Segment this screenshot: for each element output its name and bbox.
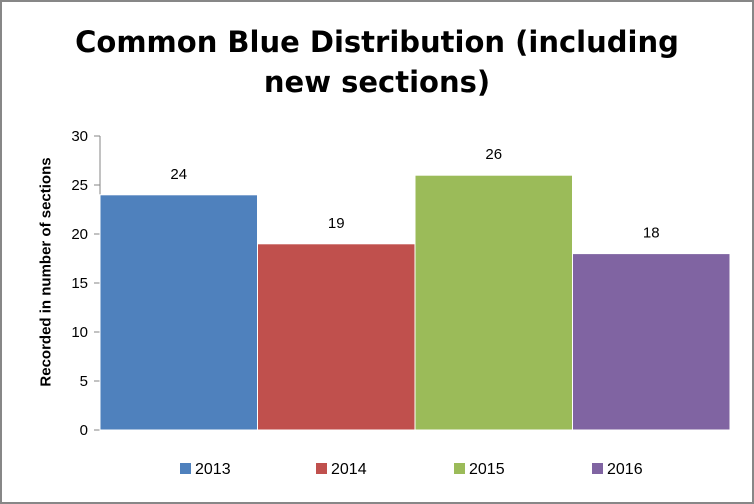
data-label-2016: 18	[643, 225, 660, 242]
y-tick-label: 30	[71, 128, 88, 145]
legend-label-2013: 2013	[195, 461, 231, 478]
y-tick-label: 15	[71, 275, 88, 292]
y-tick-label: 0	[80, 422, 88, 439]
bar-2013	[99, 194, 258, 431]
bar-2016	[572, 253, 731, 431]
y-tick-label: 5	[80, 373, 88, 390]
bar-2015	[414, 174, 573, 431]
y-tick-label: 25	[71, 177, 88, 194]
legend-label-2016: 2016	[607, 461, 643, 478]
legend-swatch-2016	[592, 463, 603, 474]
data-label-2013: 24	[170, 166, 187, 183]
legend-label-2014: 2014	[331, 461, 367, 478]
data-label-2014: 19	[328, 215, 345, 232]
bar-2014	[257, 243, 416, 431]
legend-swatch-2014	[316, 463, 327, 474]
legend-label-2015: 2015	[469, 461, 505, 478]
data-label-2015: 26	[485, 146, 502, 163]
chart-title-line-2: new sections)	[263, 65, 491, 99]
y-tick-label: 20	[71, 226, 88, 243]
legend-swatch-2013	[180, 463, 191, 474]
legend-swatch-2015	[454, 463, 465, 474]
chart-title: Common Blue Distribution (including new …	[2, 22, 752, 102]
chart-title-line-1: Common Blue Distribution (including	[75, 25, 679, 59]
y-tick-label: 10	[71, 324, 88, 341]
